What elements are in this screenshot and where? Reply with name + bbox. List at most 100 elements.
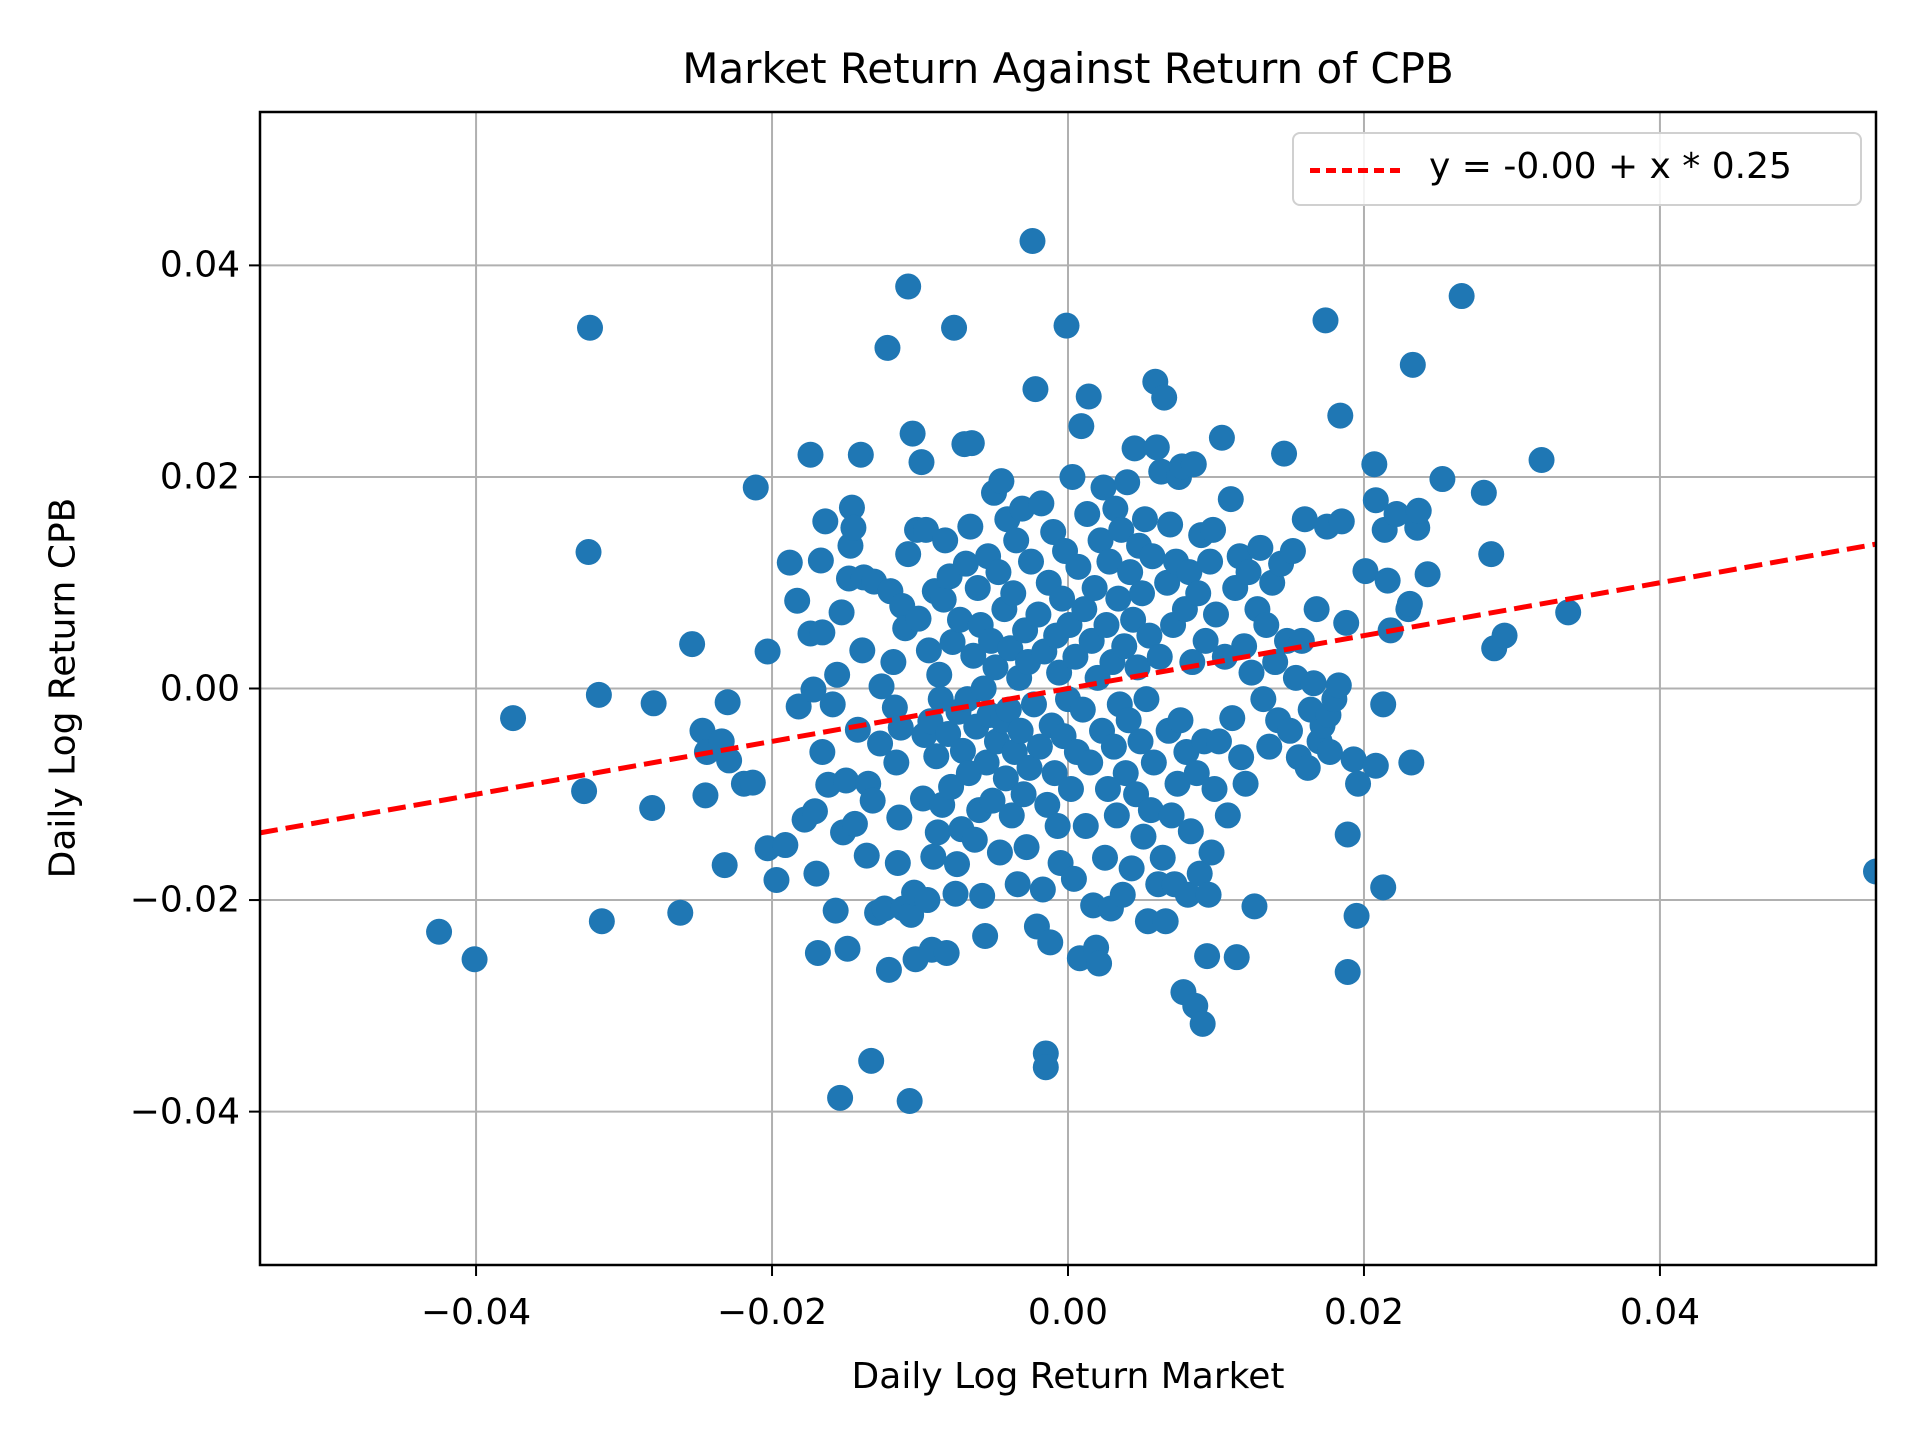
data-point bbox=[824, 661, 851, 688]
data-point bbox=[1029, 876, 1056, 903]
data-point bbox=[920, 843, 947, 870]
data-point bbox=[884, 850, 911, 877]
data-point bbox=[895, 541, 922, 568]
data-point bbox=[1086, 950, 1113, 977]
data-point bbox=[1032, 1054, 1059, 1081]
chart-title: Market Return Against Return of CPB bbox=[682, 44, 1454, 93]
data-point bbox=[973, 749, 1000, 776]
data-point bbox=[426, 918, 453, 945]
data-point bbox=[961, 826, 988, 853]
data-point bbox=[1470, 479, 1497, 506]
data-point bbox=[1228, 744, 1255, 771]
data-point bbox=[772, 832, 799, 859]
data-point bbox=[1010, 781, 1037, 808]
data-point bbox=[1374, 567, 1401, 594]
data-point bbox=[972, 923, 999, 950]
data-point bbox=[938, 773, 965, 800]
x-tick-label: 0.00 bbox=[1027, 1292, 1109, 1333]
data-point bbox=[1121, 435, 1148, 462]
data-point bbox=[1146, 643, 1173, 670]
data-point bbox=[942, 880, 969, 907]
data-point bbox=[905, 605, 932, 632]
data-point bbox=[1059, 463, 1086, 490]
data-point bbox=[1192, 627, 1219, 654]
data-point bbox=[1018, 548, 1045, 575]
data-point bbox=[1201, 775, 1228, 802]
data-point bbox=[667, 899, 694, 926]
data-point bbox=[1316, 738, 1343, 765]
data-point bbox=[1151, 384, 1178, 411]
data-point bbox=[840, 514, 867, 541]
data-point bbox=[1105, 585, 1132, 612]
data-point bbox=[871, 895, 898, 922]
data-point bbox=[776, 549, 803, 576]
data-point bbox=[1256, 733, 1283, 760]
data-point bbox=[1120, 606, 1147, 633]
data-point bbox=[1448, 283, 1475, 310]
data-point bbox=[952, 550, 979, 577]
data-point bbox=[1114, 469, 1141, 496]
data-point bbox=[1003, 527, 1030, 554]
data-point bbox=[941, 314, 968, 341]
legend-dashed-line-icon bbox=[1310, 168, 1400, 173]
data-point bbox=[1333, 609, 1360, 636]
data-point bbox=[1025, 601, 1052, 628]
data-point bbox=[970, 675, 997, 702]
data-point bbox=[844, 716, 871, 743]
data-point bbox=[828, 599, 855, 626]
data-point bbox=[1037, 929, 1064, 956]
y-tick-label: 0.00 bbox=[159, 668, 240, 709]
data-point bbox=[1022, 376, 1049, 403]
data-point bbox=[1478, 541, 1505, 568]
legend-label: y = -0.00 + x * 0.25 bbox=[1429, 146, 1792, 187]
data-point bbox=[807, 547, 834, 574]
data-point bbox=[1334, 821, 1361, 848]
data-point bbox=[1167, 707, 1194, 734]
data-point bbox=[1004, 871, 1031, 898]
data-point bbox=[853, 842, 880, 869]
data-point bbox=[1128, 580, 1155, 607]
data-point bbox=[988, 468, 1015, 495]
data-point bbox=[804, 939, 831, 966]
data-point bbox=[1091, 844, 1118, 871]
data-point bbox=[1075, 383, 1102, 410]
data-point bbox=[1077, 749, 1104, 776]
data-point bbox=[742, 474, 769, 501]
y-tick-label: −0.02 bbox=[129, 879, 240, 921]
data-point bbox=[838, 494, 865, 521]
data-point bbox=[1100, 733, 1127, 760]
data-point bbox=[1019, 228, 1046, 255]
data-point bbox=[985, 559, 1012, 586]
data-point bbox=[714, 689, 741, 716]
data-point bbox=[716, 747, 743, 774]
data-point bbox=[986, 839, 1013, 866]
data-point bbox=[1154, 569, 1181, 596]
data-point bbox=[1185, 580, 1212, 607]
data-point bbox=[784, 587, 811, 614]
data-point bbox=[1405, 497, 1432, 524]
data-point bbox=[1026, 733, 1053, 760]
data-point bbox=[933, 939, 960, 966]
data-point bbox=[1863, 858, 1876, 885]
data-point bbox=[1352, 558, 1379, 585]
data-point bbox=[1219, 705, 1246, 732]
data-point bbox=[1345, 770, 1372, 797]
data-point bbox=[1262, 649, 1289, 676]
data-point bbox=[957, 513, 984, 540]
data-point bbox=[1294, 754, 1321, 781]
data-point bbox=[1180, 451, 1207, 478]
data-point bbox=[1414, 561, 1441, 588]
data-point bbox=[946, 606, 973, 633]
data-point bbox=[1117, 559, 1144, 586]
data-point bbox=[1241, 893, 1268, 920]
data-point bbox=[847, 441, 874, 468]
data-point bbox=[1247, 534, 1274, 561]
data-point bbox=[1303, 596, 1330, 623]
x-tick-label: −0.02 bbox=[716, 1292, 828, 1333]
data-point bbox=[1109, 881, 1136, 908]
data-point bbox=[1200, 516, 1227, 543]
data-point bbox=[895, 273, 922, 300]
data-point bbox=[1140, 749, 1167, 776]
data-point bbox=[822, 897, 849, 924]
data-point bbox=[1149, 844, 1176, 871]
